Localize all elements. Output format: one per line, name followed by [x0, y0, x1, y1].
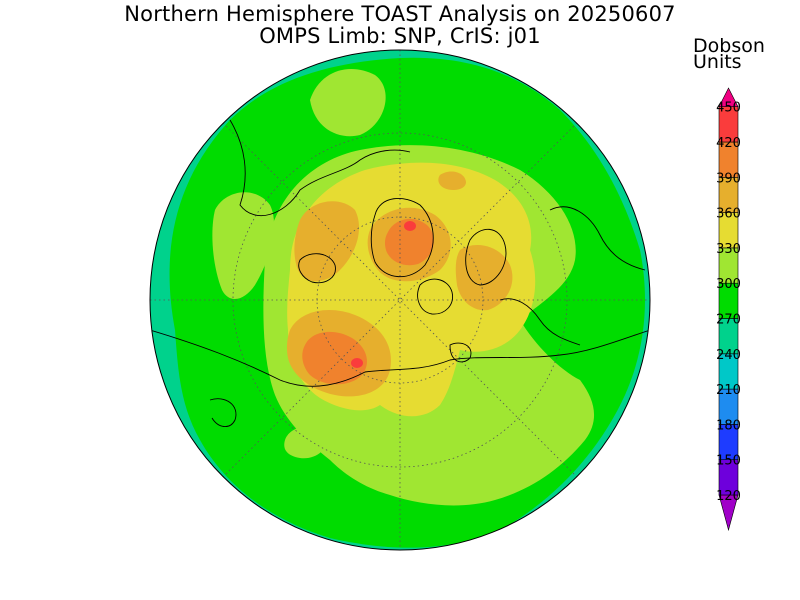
ozone-max-south: [351, 358, 363, 368]
colorbar-tick-label: 240: [716, 348, 741, 363]
coastline-siberia-east: [549, 206, 646, 271]
colorbar-tick-label: 270: [716, 313, 741, 328]
colorbar-tick-label: 150: [716, 454, 741, 469]
coastline-north-america: [229, 119, 411, 217]
map-subtitle: OMPS Limb: SNP, CrIS: j01: [259, 24, 541, 48]
colorbar-tick-label: 180: [716, 418, 741, 433]
latitude-circle-60: [232, 132, 568, 468]
ozone-field-360-small: [438, 171, 466, 190]
colorbar-tick-label: 210: [716, 383, 741, 398]
colorbar-tick-label: 120: [716, 489, 741, 504]
ozone-field-300-north: [310, 68, 386, 137]
coastline-eurasia: [150, 329, 650, 387]
colorbar-segment: [718, 87, 739, 107]
coastline-hudson-bay: [298, 253, 336, 284]
ozone-field-360-east: [455, 245, 513, 311]
coastline-greenland: [370, 198, 434, 278]
graticule: [150, 50, 650, 550]
map-boundary: [149, 49, 651, 551]
coastline-mediterranean: [449, 342, 472, 363]
ozone-field-300-west: [212, 192, 275, 300]
colorbar-tick-label: 330: [716, 242, 741, 257]
coastlines: [150, 119, 650, 427]
colorbar-tick-label: 420: [716, 136, 741, 151]
coastline-europe: [499, 298, 581, 346]
ozone-field-390-south: [302, 331, 367, 385]
ozone-field-300-southwest: [284, 426, 326, 459]
colorbar-tick-label: 390: [716, 171, 741, 186]
colorbar-tick-label: 450: [716, 101, 741, 116]
ozone-max-north: [404, 221, 416, 231]
colorbar-tick-label: 300: [716, 277, 741, 292]
ozone-map-disc: [150, 50, 650, 550]
colorbar-tick-label: 360: [716, 207, 741, 222]
legend-title-dobson: Dobson: [693, 35, 765, 57]
map-title: Northern Hemisphere TOAST Analysis on 20…: [124, 2, 676, 26]
coastline-alaska: [209, 398, 237, 427]
ozone-field-390-north: [384, 218, 434, 266]
ozone-field-360-north: [294, 201, 360, 282]
coastline-arctic-archipelago: [417, 278, 453, 315]
legend-title-units: Units: [693, 51, 742, 73]
coastline-scandinavia: [465, 228, 507, 286]
colorbar: 120 150 180 210 240 270 300 330 360 390 420 450: [716, 87, 741, 532]
